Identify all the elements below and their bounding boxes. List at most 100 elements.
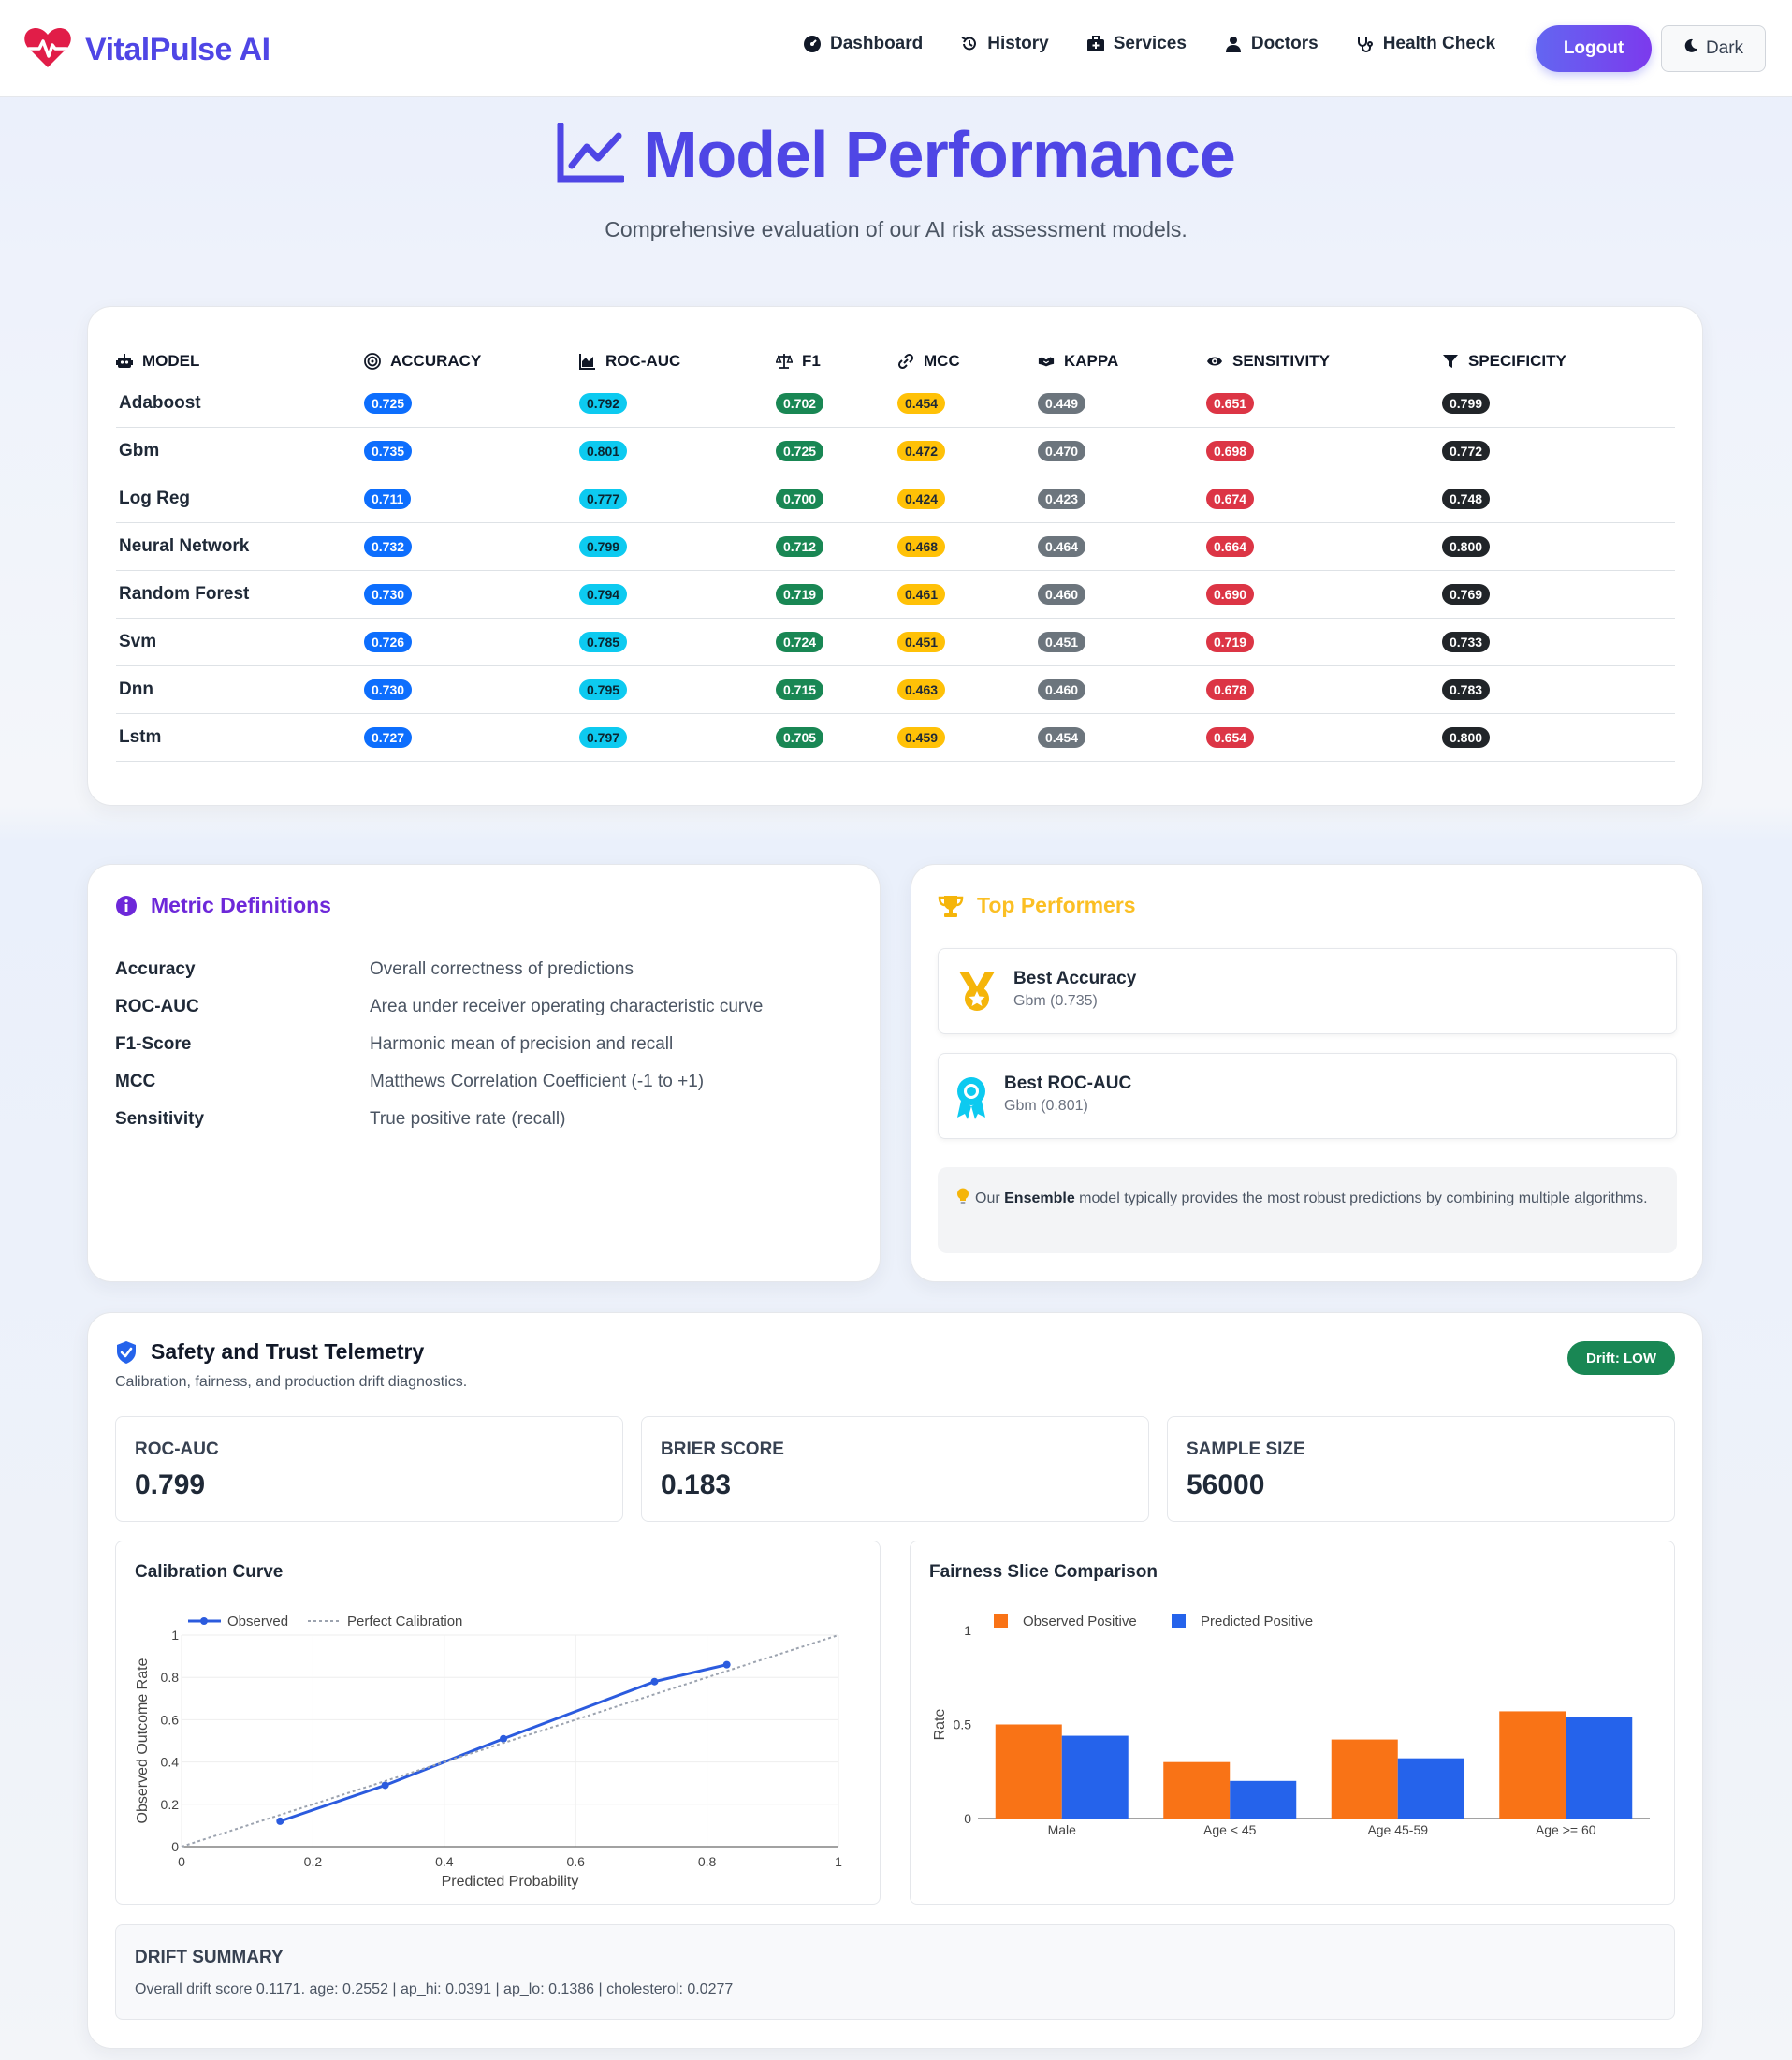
legend-predicted-label: Predicted Positive <box>1201 1614 1313 1629</box>
metric-cell: 0.733 <box>1442 632 1629 652</box>
metric-cell: 0.674 <box>1206 489 1442 509</box>
metric-badge: 0.690 <box>1206 584 1255 605</box>
x-tick-label: 0.2 <box>304 1854 323 1869</box>
stat-label: ROC-AUC <box>135 1439 219 1459</box>
metric-badge: 0.732 <box>364 536 413 557</box>
y-tick-label: 1 <box>171 1628 179 1643</box>
definition-description: Harmonic mean of precision and recall <box>370 1034 674 1054</box>
drift-summary-title: DRIFT SUMMARY <box>135 1948 284 1967</box>
medal-icon <box>957 970 997 1017</box>
metric-badge: 0.463 <box>897 679 946 700</box>
page-title: Model Performance <box>0 117 1792 192</box>
header-model: MODEL <box>116 352 364 371</box>
metric-badge: 0.719 <box>1206 632 1255 652</box>
table-row: Log Reg 0.711 0.777 0.700 0.424 0.423 0.674 0.7… <box>116 475 1675 523</box>
metric-badge: 0.783 <box>1442 679 1491 700</box>
x-tick-label: 0 <box>178 1854 185 1869</box>
metric-badge: 0.726 <box>364 632 413 652</box>
metric-cell: 0.772 <box>1442 441 1629 461</box>
stat-rocauc: ROC-AUC 0.799 <box>115 1416 623 1522</box>
metric-cell: 0.735 <box>364 441 579 461</box>
lightbulb-icon <box>956 1188 969 1213</box>
metric-badge: 0.801 <box>579 441 628 461</box>
metric-badge: 0.460 <box>1038 584 1086 605</box>
nav-dashboard[interactable]: Dashboard <box>803 34 923 54</box>
metric-cell: 0.678 <box>1206 679 1442 700</box>
model-name: Neural Network <box>119 536 250 556</box>
calibration-chart-title: Calibration Curve <box>135 1562 284 1582</box>
metric-badge: 0.449 <box>1038 393 1086 414</box>
definition-term: Sensitivity <box>115 1109 205 1129</box>
stat-value: 0.183 <box>661 1469 732 1500</box>
x-tick-label: 0.6 <box>566 1854 585 1869</box>
metric-cell: 0.785 <box>579 632 776 652</box>
definition-description: Matthews Correlation Coefficient (-1 to … <box>370 1072 705 1091</box>
history-icon <box>961 37 977 51</box>
observed-point <box>499 1734 507 1743</box>
metric-badge: 0.772 <box>1442 441 1491 461</box>
metric-badge: 0.800 <box>1442 727 1491 748</box>
x-axis-label: Predicted Probability <box>442 1874 579 1890</box>
definition-term: ROC-AUC <box>115 997 199 1016</box>
metric-badge: 0.748 <box>1442 489 1491 509</box>
logout-button[interactable]: Logout <box>1536 25 1652 72</box>
best-accuracy-item: Best Accuracy Gbm (0.735) <box>938 948 1677 1034</box>
metric-badge: 0.468 <box>897 536 946 557</box>
metric-badge: 0.730 <box>364 584 413 605</box>
metric-badge: 0.700 <box>776 489 824 509</box>
metric-cell: 0.423 <box>1038 489 1206 509</box>
bar-predicted <box>1061 1735 1129 1819</box>
model-name: Random Forest <box>119 584 250 604</box>
ensemble-tip: Our Ensemble model typically provides th… <box>938 1167 1677 1253</box>
metric-cell: 0.724 <box>776 632 897 652</box>
header-mcc: MCC <box>897 352 1038 371</box>
metric-cell: 0.449 <box>1038 393 1206 414</box>
definition-row: MCC Matthews Correlation Coefficient (-1 … <box>115 1063 763 1101</box>
brand[interactable]: VitalPulse AI <box>23 26 270 74</box>
legend-observed-label: Observed <box>227 1614 288 1629</box>
award-ribbon-icon <box>955 1076 987 1124</box>
theme-toggle-button[interactable]: Dark <box>1661 25 1766 72</box>
bar-observed <box>1331 1739 1398 1819</box>
header-kappa-label: KAPPA <box>1064 352 1119 370</box>
filter-icon <box>1443 355 1458 368</box>
metric-badge: 0.674 <box>1206 489 1255 509</box>
legend-predicted-swatch <box>1172 1614 1186 1628</box>
metric-cell: 0.748 <box>1442 489 1629 509</box>
y-tick-label: 0.6 <box>161 1712 180 1727</box>
metric-badge: 0.654 <box>1206 727 1255 748</box>
nav-services[interactable]: Services <box>1086 34 1187 54</box>
bar-predicted <box>1230 1780 1297 1819</box>
page-title-text: Model Performance <box>643 118 1236 191</box>
metric-cell: 0.795 <box>579 679 776 700</box>
metric-badge: 0.454 <box>1038 727 1086 748</box>
header-sensitivity: SENSITIVITY <box>1206 352 1442 371</box>
metric-definitions-card: Metric Definitions Accuracy Overall corre… <box>87 864 881 1282</box>
nav-history[interactable]: History <box>960 34 1049 54</box>
metric-cell: 0.730 <box>364 679 579 700</box>
table-row: Dnn 0.730 0.795 0.715 0.463 0.460 0.678 0.783 <box>116 666 1675 714</box>
metric-cell: 0.799 <box>579 536 776 557</box>
stethoscope-icon <box>1357 37 1373 52</box>
metric-badge: 0.733 <box>1442 632 1491 652</box>
metric-cell: 0.800 <box>1442 727 1629 748</box>
metric-cell: 0.454 <box>1038 727 1206 748</box>
top-performers-title-text: Top Performers <box>977 893 1136 917</box>
performance-table-card: MODEL ACCURACY ROC-AUC F1 MCC KAPPA <box>87 306 1703 806</box>
model-name: Adaboost <box>119 393 201 413</box>
model-name: Gbm <box>119 441 160 460</box>
nav-doctors[interactable]: Doctors <box>1224 34 1319 54</box>
metric-cell: 0.719 <box>1206 632 1442 652</box>
metric-badge: 0.424 <box>897 489 946 509</box>
metric-cell: 0.726 <box>364 632 579 652</box>
metric-badge: 0.777 <box>579 489 628 509</box>
header-specificity: SPECIFICITY <box>1442 352 1629 371</box>
scale-balance-icon <box>776 354 793 369</box>
metric-badge: 0.797 <box>579 727 628 748</box>
metric-cell: 0.702 <box>776 393 897 414</box>
metric-badge: 0.712 <box>776 536 824 557</box>
metric-cell: 0.799 <box>1442 393 1629 414</box>
metric-cell: 0.470 <box>1038 441 1206 461</box>
nav-health-check[interactable]: Health Check <box>1356 34 1495 54</box>
metric-cell: 0.461 <box>897 584 1038 605</box>
